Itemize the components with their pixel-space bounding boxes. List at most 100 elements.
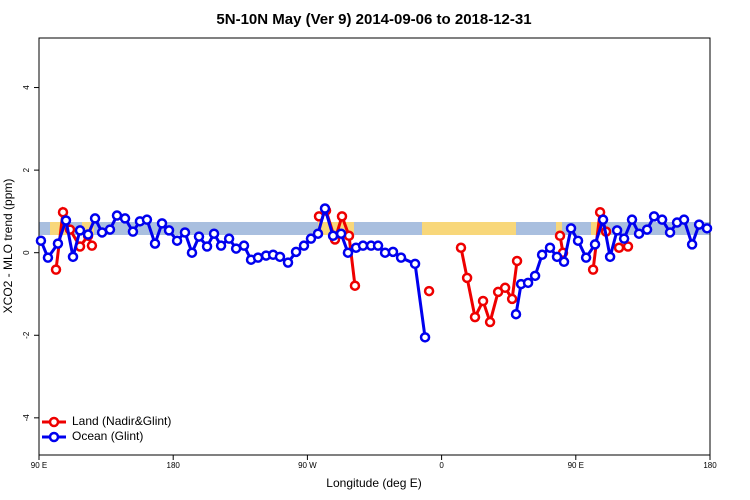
- legend-marker: [48, 416, 60, 428]
- x-tick-label: 180: [167, 461, 181, 470]
- data-point: [510, 308, 522, 320]
- data-point: [484, 316, 496, 328]
- data-point: [656, 214, 668, 225]
- legend-marker: [48, 431, 60, 443]
- y-tick-label: 2: [22, 167, 31, 172]
- data-point: [664, 227, 676, 238]
- data-point: [42, 252, 54, 263]
- data-point: [469, 311, 481, 323]
- data-point: [119, 213, 131, 224]
- data-point: [35, 235, 47, 246]
- data-point: [274, 251, 286, 263]
- data-point: [298, 240, 310, 251]
- data-point: [156, 218, 168, 229]
- data-point: [522, 277, 534, 289]
- data-point: [89, 213, 101, 224]
- data-point: [201, 241, 213, 252]
- data-point: [423, 285, 435, 297]
- data-point: [477, 295, 489, 307]
- data-point: [60, 215, 72, 226]
- data-point: [372, 240, 384, 251]
- data-point: [409, 258, 421, 270]
- data-point: [149, 238, 161, 249]
- data-point: [104, 224, 116, 235]
- data-point: [127, 226, 139, 237]
- data-point: [179, 227, 191, 238]
- data-point: [305, 233, 317, 244]
- data-point: [618, 233, 630, 244]
- data-point: [565, 223, 577, 234]
- data-point: [50, 264, 62, 275]
- data-point: [252, 252, 264, 263]
- plot-frame: [38, 37, 711, 456]
- data-point: [511, 255, 523, 267]
- data-point: [626, 214, 638, 225]
- data-point: [67, 251, 79, 263]
- data-point: [357, 240, 369, 251]
- data-point: [223, 233, 235, 244]
- data-point: [52, 238, 64, 249]
- data-point: [551, 251, 563, 263]
- data-point: [163, 225, 175, 236]
- data-point: [342, 247, 354, 258]
- data-point: [611, 225, 623, 236]
- y-tick-label: 0: [22, 250, 31, 255]
- data-point: [349, 280, 361, 291]
- data-point: [604, 251, 616, 263]
- data-point: [641, 224, 653, 235]
- y-axis-label: XCO2 - MLO trend (ppm): [1, 179, 15, 314]
- data-point: [395, 252, 407, 263]
- x-tick-label: 90 E: [568, 461, 584, 470]
- data-point: [648, 211, 660, 222]
- land-band: [422, 222, 516, 235]
- chart-title: 5N-10N May (Ver 9) 2014-09-06 to 2018-12…: [216, 11, 531, 28]
- legend-label: Ocean (Glint): [72, 429, 143, 443]
- legend-label: Land (Nadir&Glint): [72, 414, 171, 428]
- data-point: [589, 239, 601, 250]
- x-tick-label: 90 W: [298, 461, 317, 470]
- ocean-band: [39, 222, 710, 235]
- data-point: [215, 240, 227, 251]
- data-point: [387, 246, 399, 258]
- data-point: [633, 228, 645, 239]
- x-tick-label: 180: [703, 461, 717, 470]
- data-point: [141, 214, 153, 225]
- data-point: [290, 246, 302, 258]
- data-point: [312, 228, 324, 239]
- data-point: [82, 229, 94, 240]
- data-point: [693, 219, 705, 230]
- data-point: [461, 272, 473, 284]
- data-point: [701, 223, 713, 234]
- data-point: [572, 235, 584, 246]
- data-point: [282, 257, 294, 268]
- data-point: [622, 241, 634, 252]
- data-point: [57, 206, 69, 218]
- data-point: [499, 282, 511, 294]
- data-point: [336, 211, 348, 222]
- y-tick-label: -4: [22, 414, 31, 422]
- data-point: [86, 240, 98, 251]
- land-band: [556, 222, 562, 235]
- data-point: [587, 264, 599, 275]
- data-point: [529, 270, 541, 282]
- data-point: [558, 256, 570, 268]
- data-point: [193, 231, 205, 242]
- series: [35, 203, 713, 343]
- y-tick-label: -2: [22, 331, 31, 339]
- data-point: [74, 225, 86, 236]
- data-point: [111, 210, 123, 221]
- legend: Land (Nadir&Glint)Ocean (Glint): [42, 414, 171, 443]
- data-point: [686, 239, 698, 250]
- data-point: [554, 230, 566, 242]
- data-point: [208, 228, 220, 239]
- data-point: [171, 235, 183, 246]
- y-tick-label: 4: [22, 85, 31, 90]
- data-point: [613, 242, 625, 253]
- data-point: [335, 228, 347, 239]
- data-point: [580, 252, 592, 263]
- x-axis-label: Longitude (deg E): [326, 476, 421, 490]
- data-point: [238, 240, 250, 251]
- data-point: [597, 214, 609, 225]
- x-tick-label: 0: [439, 461, 444, 470]
